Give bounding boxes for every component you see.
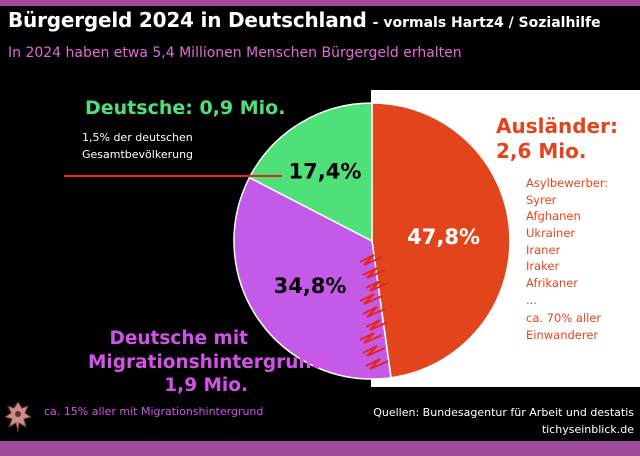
title-row: Bürgergeld 2024 in Deutschland - vormals … xyxy=(8,8,601,32)
subtitle: In 2024 haben etwa 5,4 Millionen Mensche… xyxy=(8,45,462,61)
migration-heading: Deutsche mit Migrationshintergrund: 1,9 … xyxy=(88,327,333,398)
hatch-mark xyxy=(365,319,389,331)
migration-note: ca. 15% aller mit Migrationshintergrund xyxy=(44,405,264,418)
title-suffix: - vormals Hartz4 / Sozialhilfe xyxy=(372,15,601,31)
source-note: Quellen: Bundesagentur für Arbeit und de… xyxy=(372,405,634,438)
slice-value-label: 17,4% xyxy=(289,159,362,183)
slice-value-label: 47,8% xyxy=(407,225,480,249)
hatch-mark xyxy=(359,254,383,266)
migration-heading-line1: Deutsche mit xyxy=(109,328,248,349)
pie-slice xyxy=(248,102,373,243)
hatch-mark xyxy=(359,332,383,344)
deutsche-note-line1: 1,5% der deutschen xyxy=(82,131,193,144)
asyl-item: Iraker xyxy=(526,259,560,274)
top-border xyxy=(0,0,640,6)
eagle-logo-icon xyxy=(4,401,32,433)
asyl-item: Syrer xyxy=(526,192,557,207)
auslaender-note-line2: Einwanderer xyxy=(526,327,599,342)
slice-value-label: 34,8% xyxy=(274,274,347,298)
hatch-mark xyxy=(362,345,386,357)
source-line1: Quellen: Bundesagentur für Arbeit und de… xyxy=(373,406,634,419)
deutsche-note-line2: Gesamtbevölkerung xyxy=(82,147,194,161)
pie-slice xyxy=(233,176,392,380)
asyl-item: ... xyxy=(526,292,537,307)
hatch-mark xyxy=(359,293,383,305)
auslaender-heading-line2: 2,6 Mio. xyxy=(496,139,587,163)
auslaender-heading-line1: Ausländer: xyxy=(496,114,618,138)
hatch-mark xyxy=(365,358,389,370)
migration-heading-line3: 1,9 Mio. xyxy=(164,375,248,397)
asyl-item: Asylbewerber: xyxy=(526,176,609,190)
source-line2: tichyseinblick.de xyxy=(541,422,634,436)
asyl-item: Afghanen xyxy=(526,209,581,224)
asyl-list: Asylbewerber: Syrer Afghanen Ukrainer Ir… xyxy=(526,175,608,308)
pie-slice xyxy=(371,102,511,379)
asyl-item: Ukrainer xyxy=(526,226,576,241)
auslaender-note-line1: ca. 70% aller xyxy=(526,311,602,325)
asyl-item: Iraner xyxy=(526,242,561,257)
slice-labels: 47,8% 34,8% 17,4% xyxy=(274,159,480,298)
hatch-mark xyxy=(362,267,386,279)
auslaender-heading: Ausländer: 2,6 Mio. xyxy=(496,114,618,164)
hatch-mark xyxy=(365,280,389,292)
pie-slices xyxy=(233,102,511,380)
deutsche-note: 1,5% der deutschen Gesamtbevölkerung xyxy=(82,130,193,163)
auslaender-note: ca. 70% aller Einwanderer xyxy=(526,310,601,343)
hatch-marks xyxy=(359,254,389,370)
asyl-item: Afrikaner xyxy=(526,276,579,291)
hatch-mark xyxy=(362,306,386,318)
page-title: Bürgergeld 2024 in Deutschland xyxy=(8,8,367,32)
migration-heading-line2: Migrationshintergrund: xyxy=(88,351,333,373)
deutsche-heading: Deutsche: 0,9 Mio. xyxy=(85,97,286,119)
bottom-border xyxy=(0,441,640,456)
